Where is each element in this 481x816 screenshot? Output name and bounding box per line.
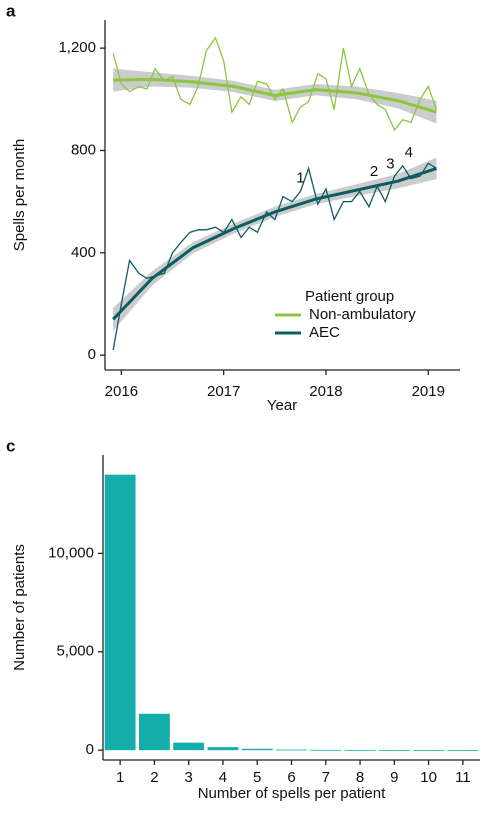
trend-line	[112, 166, 437, 321]
x-tick-label: 5	[253, 769, 261, 786]
bar	[276, 749, 307, 751]
annotation: 4	[405, 144, 413, 161]
x-tick-label: 10	[420, 769, 437, 786]
x-tick-label: 2019	[412, 383, 445, 400]
y-axis-title: Number of patients	[11, 544, 28, 671]
bar	[241, 748, 273, 751]
bar	[173, 742, 205, 751]
bar	[104, 474, 136, 751]
bar	[344, 749, 376, 751]
legend-label: AEC	[309, 324, 340, 341]
bar	[310, 749, 342, 751]
y-tick-label: 10,000	[48, 544, 94, 561]
x-axis-title: Number of spells per patient	[198, 785, 386, 802]
x-tick-label: 3	[185, 769, 193, 786]
bar	[447, 750, 479, 751]
x-tick-label: 6	[287, 769, 295, 786]
confidence-band	[113, 157, 437, 331]
legend-title: Patient group	[305, 288, 394, 305]
x-tick-label: 2017	[207, 383, 240, 400]
x-tick-label: 4	[219, 769, 227, 786]
y-tick-label: 5,000	[56, 643, 94, 660]
bar	[138, 713, 170, 751]
x-tick-label: 8	[356, 769, 364, 786]
bar	[378, 750, 410, 751]
x-tick-label: 9	[390, 769, 398, 786]
bar	[207, 747, 239, 751]
y-tick-label: 800	[71, 141, 96, 158]
x-axis-title: Year	[267, 397, 297, 414]
y-tick-label: 400	[71, 244, 96, 261]
y-tick-label: 0	[88, 346, 96, 363]
annotation: 3	[386, 156, 394, 173]
y-tick-label: 1,200	[58, 39, 96, 56]
x-tick-label: 2018	[309, 383, 342, 400]
x-tick-label: 2016	[105, 383, 138, 400]
x-tick-label: 2	[150, 769, 158, 786]
x-tick-label: 11	[455, 769, 471, 786]
y-axis-title: Spells per month	[11, 139, 28, 252]
x-tick-label: 1	[116, 769, 124, 786]
bar	[413, 750, 445, 751]
panel-label: a	[6, 1, 16, 20]
annotation: 2	[370, 163, 378, 180]
annotation: 1	[296, 170, 304, 187]
legend-label: Non-ambulatory	[309, 306, 416, 323]
panel-label: c	[6, 436, 15, 455]
y-tick-label: 0	[86, 741, 94, 758]
trend-line	[113, 77, 437, 114]
x-tick-label: 7	[322, 769, 330, 786]
